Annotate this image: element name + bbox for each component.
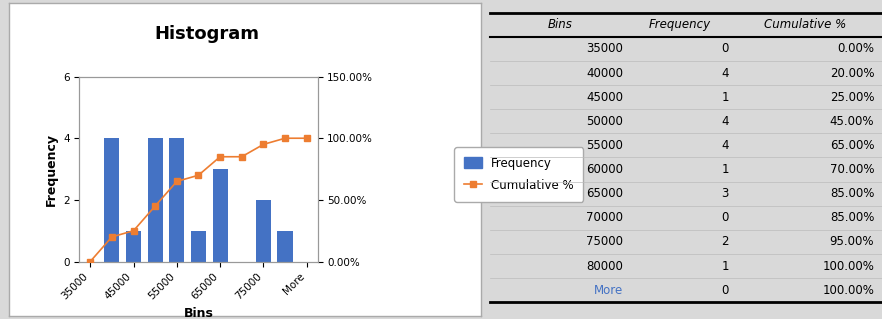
Text: 20.00%: 20.00% (830, 67, 874, 79)
Text: 25.00%: 25.00% (830, 91, 874, 104)
Text: 85.00%: 85.00% (830, 211, 874, 224)
Text: 0: 0 (721, 42, 729, 56)
Text: 85.00%: 85.00% (830, 187, 874, 200)
Bar (191, 231, 206, 262)
Bar (169, 138, 184, 262)
Text: 0: 0 (721, 211, 729, 224)
Text: 1: 1 (721, 260, 729, 272)
Text: 75000: 75000 (586, 235, 623, 249)
Text: 45.00%: 45.00% (830, 115, 874, 128)
Text: 100.00%: 100.00% (822, 260, 874, 272)
Bar (278, 231, 293, 262)
Bar (213, 169, 228, 262)
Text: 40000: 40000 (586, 67, 623, 79)
Text: 4: 4 (721, 67, 729, 79)
Bar (256, 200, 271, 262)
Text: 95.00%: 95.00% (830, 235, 874, 249)
Text: 35000: 35000 (586, 42, 623, 56)
Text: Frequency: Frequency (649, 18, 711, 31)
X-axis label: Bins: Bins (183, 307, 213, 319)
Text: 1: 1 (721, 163, 729, 176)
Text: More: More (594, 284, 623, 297)
Text: 60000: 60000 (586, 163, 623, 176)
Text: Bins: Bins (548, 18, 572, 31)
Text: 70000: 70000 (586, 211, 623, 224)
Text: 3: 3 (721, 187, 729, 200)
Text: 100.00%: 100.00% (822, 284, 874, 297)
Text: 0.00%: 0.00% (837, 42, 874, 56)
Text: 80000: 80000 (586, 260, 623, 272)
Bar (126, 231, 141, 262)
Text: 4: 4 (721, 139, 729, 152)
Text: 0: 0 (721, 284, 729, 297)
Text: 50000: 50000 (586, 115, 623, 128)
Text: Cumulative %: Cumulative % (765, 18, 847, 31)
Text: 2: 2 (721, 235, 729, 249)
Legend: Frequency, Cumulative %: Frequency, Cumulative % (454, 147, 583, 202)
Text: 55000: 55000 (586, 139, 623, 152)
Text: 70.00%: 70.00% (830, 163, 874, 176)
Text: Histogram: Histogram (154, 25, 259, 43)
Text: 1: 1 (721, 91, 729, 104)
Text: 45000: 45000 (586, 91, 623, 104)
Text: 65000: 65000 (586, 187, 623, 200)
Bar (147, 138, 162, 262)
Bar (104, 138, 119, 262)
Y-axis label: Frequency: Frequency (44, 133, 57, 205)
Text: 65.00%: 65.00% (830, 139, 874, 152)
Text: 4: 4 (721, 115, 729, 128)
